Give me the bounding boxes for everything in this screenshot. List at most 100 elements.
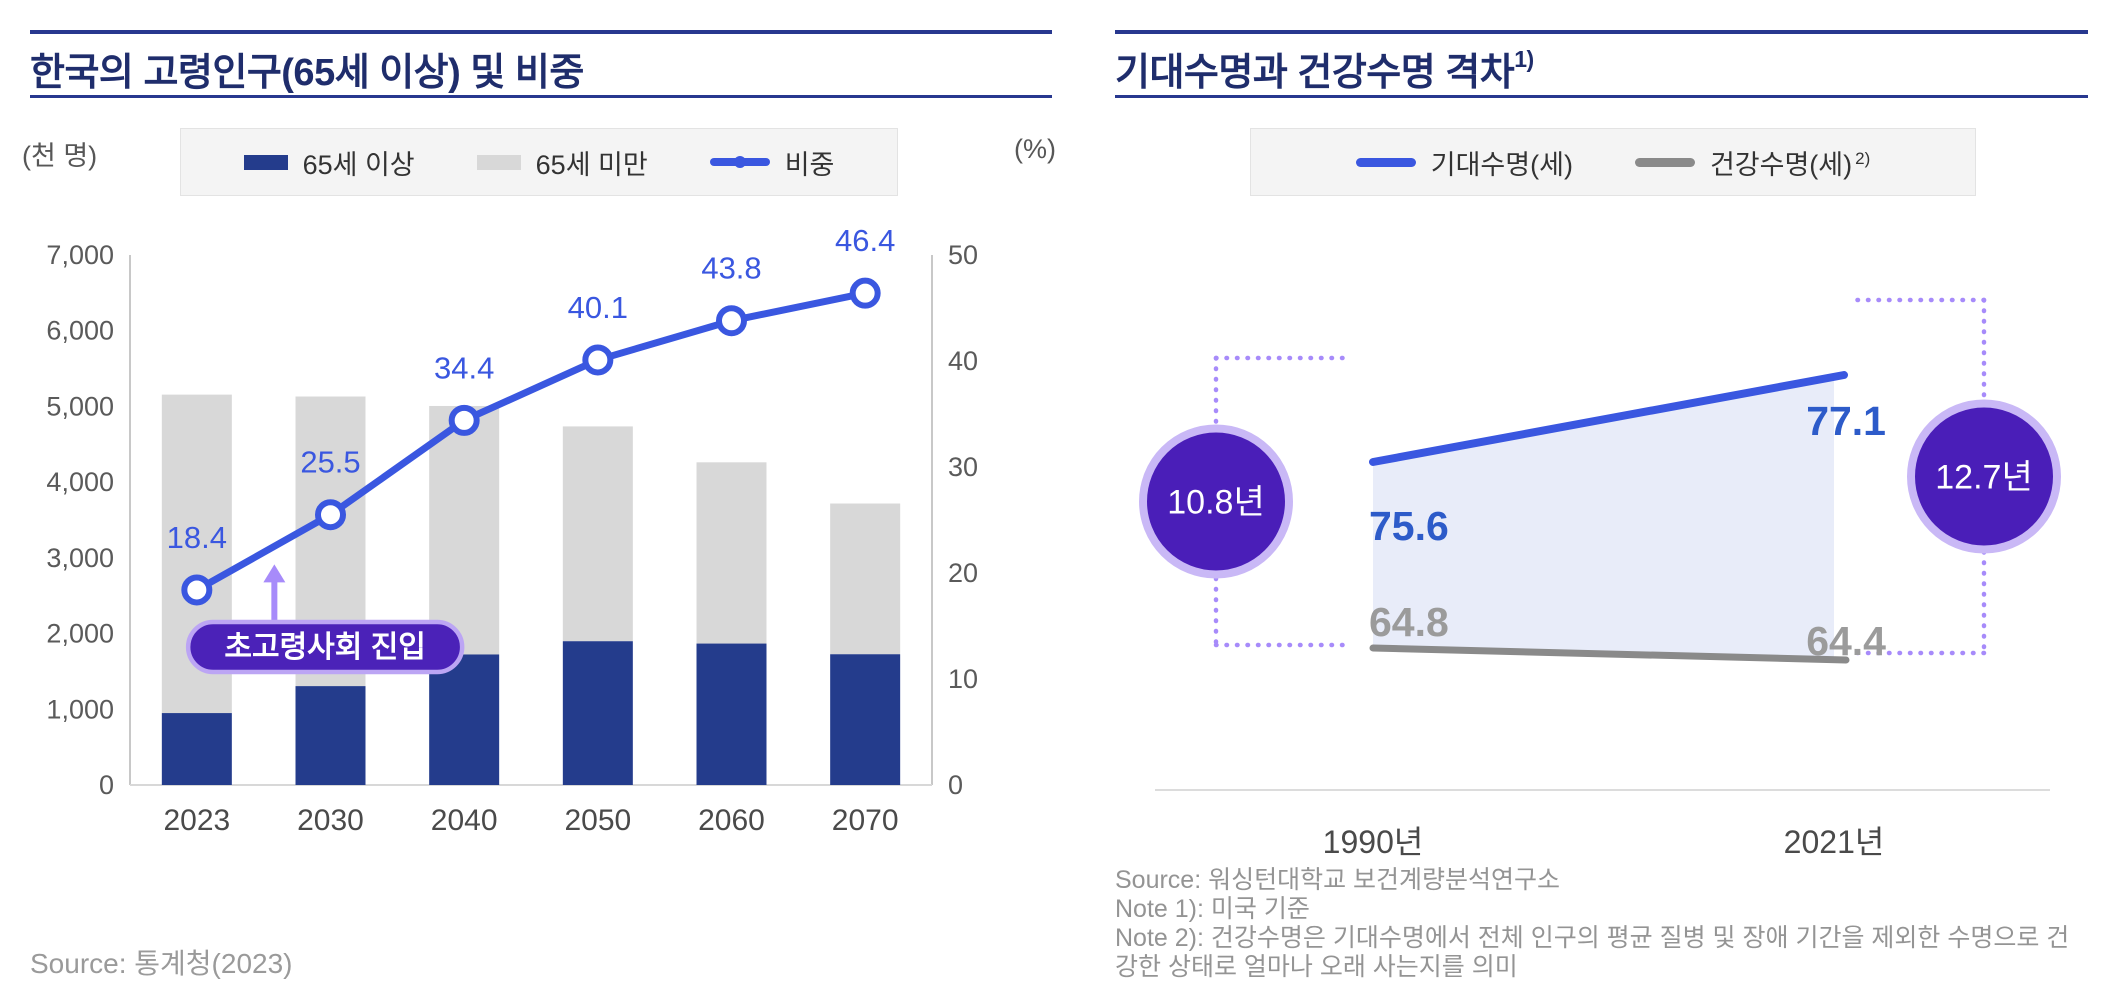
left-axis-tick-label: 3,000 (46, 543, 114, 573)
ratio-value-label: 34.4 (434, 350, 494, 385)
gap-area (1373, 377, 1834, 660)
left-axis-tick-label: 4,000 (46, 467, 114, 497)
legend-swatch-icon (1634, 157, 1695, 167)
right-chart-title: 기대수명과 건강수명 격차1) (1115, 41, 1534, 96)
right-axis-tick-label: 10 (948, 664, 978, 694)
ratio-value-label: 25.5 (300, 445, 360, 480)
legend-item: 65세 미만 (476, 143, 648, 182)
legend-item: 기대수명(세) (1355, 143, 1573, 182)
legend-item: 건강수명(세) 2) (1634, 143, 1871, 182)
left-axis-tick-label: 5,000 (46, 391, 114, 421)
annotation-arrow-head-icon (263, 564, 286, 583)
x-axis-label: 2050 (564, 804, 631, 837)
right-chart-legend: 기대수명(세) 건강수명(세) 2) (1250, 128, 1976, 196)
ratio-line-marker (849, 277, 881, 309)
title-footnote-marker: 1) (1514, 46, 1534, 72)
title-rule-bottom (1115, 95, 2088, 98)
bar-segment-elderly (696, 643, 767, 785)
gap-circle-label: 12.7년 (1935, 459, 2032, 497)
bar-segment-elderly (295, 686, 366, 785)
right-axis-tick-label: 0 (948, 770, 963, 800)
left-axis-unit-label: (천 명) (22, 141, 98, 171)
title-rule-bottom (30, 95, 1052, 98)
gap-circle (1139, 424, 1293, 579)
ratio-value-label: 18.4 (167, 520, 227, 555)
legend-item: 비중 (709, 143, 835, 182)
x-axis-label: 2021년 (1784, 824, 1885, 860)
legend-label: 기대수명(세) (1430, 149, 1573, 180)
bar-segment-under65 (696, 462, 767, 644)
bar-segment-elderly (562, 641, 633, 785)
bars-group (161, 394, 901, 785)
left-axis-tick-label: 6,000 (46, 316, 114, 346)
left-axis-tick-label: 0 (99, 770, 114, 800)
right-axis-tick-label: 20 (948, 558, 978, 588)
bar-segment-elderly (429, 654, 500, 785)
left-chart-title: 한국의 고령인구(65세 이상) 및 비중 (30, 52, 584, 94)
left-axis-tick-label: 7,000 (46, 240, 114, 270)
x-axis-label: 2023 (163, 804, 230, 837)
bar-segment-elderly (161, 713, 232, 785)
right-chart-source: Source: 워싱턴대학교 보건계량분석연구소 (1115, 866, 1561, 894)
left-chart-panel: 한국의 고령인구(65세 이상) 및 비중 (천 명) 65세 이상 65세 미만… (22, 0, 1056, 986)
legend-swatch-icon (476, 154, 521, 170)
legend-label: 건강수명(세) 2) (1709, 148, 1871, 180)
life-expectancy-gap-chart: 75.6 77.1 64.8 64.4 10.8년 12.7년 1990년 2021년 (1115, 225, 2088, 875)
note-line: Note 1): 미국 기준 (1115, 895, 1310, 923)
line-marker-icon (733, 156, 746, 168)
note-line: Note 2): 건강수명은 기대수명에서 전체 인구의 평균 질병 및 장애 … (1115, 924, 2070, 981)
ratio-value-label: 43.8 (701, 251, 761, 286)
right-chart-title-text: 기대수명과 건강수명 격차 (1115, 52, 1515, 94)
life-expectancy-line (1369, 371, 1848, 466)
legend-item: 65세 이상 (243, 143, 415, 182)
x-axis-label: 2070 (832, 804, 899, 837)
x-axis-label: 2040 (431, 804, 498, 837)
healthy-life-value-label: 64.4 (1806, 618, 1886, 664)
annotation-badge (185, 619, 465, 675)
ratio-value-label: 46.4 (835, 225, 895, 258)
annotation-badge-label: 초고령사회 진입 (224, 631, 426, 664)
x-axis-label: 1990년 (1323, 824, 1424, 860)
gap-circle (1907, 399, 2061, 554)
legend-label: 비중 (784, 149, 835, 180)
bar-segment-under65 (562, 426, 633, 642)
title-rule-top (1115, 30, 2088, 34)
left-chart-source: Source: 통계청(2023) (30, 948, 293, 979)
left-axis-tick-label: 2,000 (46, 619, 114, 649)
healthy-life-value-label: 64.8 (1369, 599, 1449, 645)
gap-bracket-left (1213, 355, 1346, 648)
life-expectancy-value-label: 75.6 (1369, 503, 1449, 549)
left-axis-tick-label: 1,000 (46, 694, 114, 724)
right-chart-panel: 기대수명과 건강수명 격차1) 기대수명(세) 건강수명(세) 2) 75.6 77.… (1115, 0, 2088, 986)
right-axis-tick-label: 40 (948, 346, 978, 376)
right-chart-notes: Source: 워싱턴대학교 보건계량분석연구소 Note 1): 미국 기준 … (1115, 866, 2088, 982)
gap-chart-svg: 75.6 77.1 64.8 64.4 10.8년 12.7년 1990년 2021년 (1139, 297, 2061, 860)
right-axis-tick-label: 50 (948, 240, 978, 270)
ratio-line-marker (181, 574, 213, 606)
right-axis-tick-label: 30 (948, 452, 978, 482)
x-axis-label: 2060 (698, 804, 765, 837)
gap-circle-label: 10.8년 (1167, 484, 1264, 522)
ratio-line-marker (315, 499, 346, 531)
elderly-population-chart: 0 1,000 2,000 3,000 4,000 5,000 6,000 7,000 0 10 2… (30, 223, 1052, 870)
healthy-life-line (1369, 644, 1850, 664)
bar-segment-elderly (830, 654, 901, 785)
ratio-line-marker (716, 305, 747, 337)
legend-label: 65세 미만 (535, 149, 648, 180)
legend-swatch-icon (243, 154, 288, 170)
ratio-line-marker (582, 344, 614, 376)
x-axis-label: 2030 (297, 804, 364, 837)
ratio-line-marker (448, 404, 480, 436)
bar-segment-under65 (429, 405, 500, 655)
legend-swatch-icon (1355, 157, 1416, 167)
right-axis-unit-label: (%) (1014, 134, 1056, 164)
legend-footnote-marker: 2) (1855, 148, 1871, 168)
left-chart-legend: 65세 이상 65세 미만 비중 (180, 128, 898, 196)
ratio-value-label: 40.1 (568, 290, 628, 325)
life-expectancy-value-label: 77.1 (1806, 398, 1886, 444)
elderly-chart-svg: 0 1,000 2,000 3,000 4,000 5,000 6,000 7,000 0 10 2… (46, 223, 978, 837)
bar-segment-under65 (830, 503, 901, 655)
legend-label: 65세 이상 (302, 149, 415, 180)
title-rule-top (30, 30, 1052, 34)
ratio-line (193, 289, 869, 594)
